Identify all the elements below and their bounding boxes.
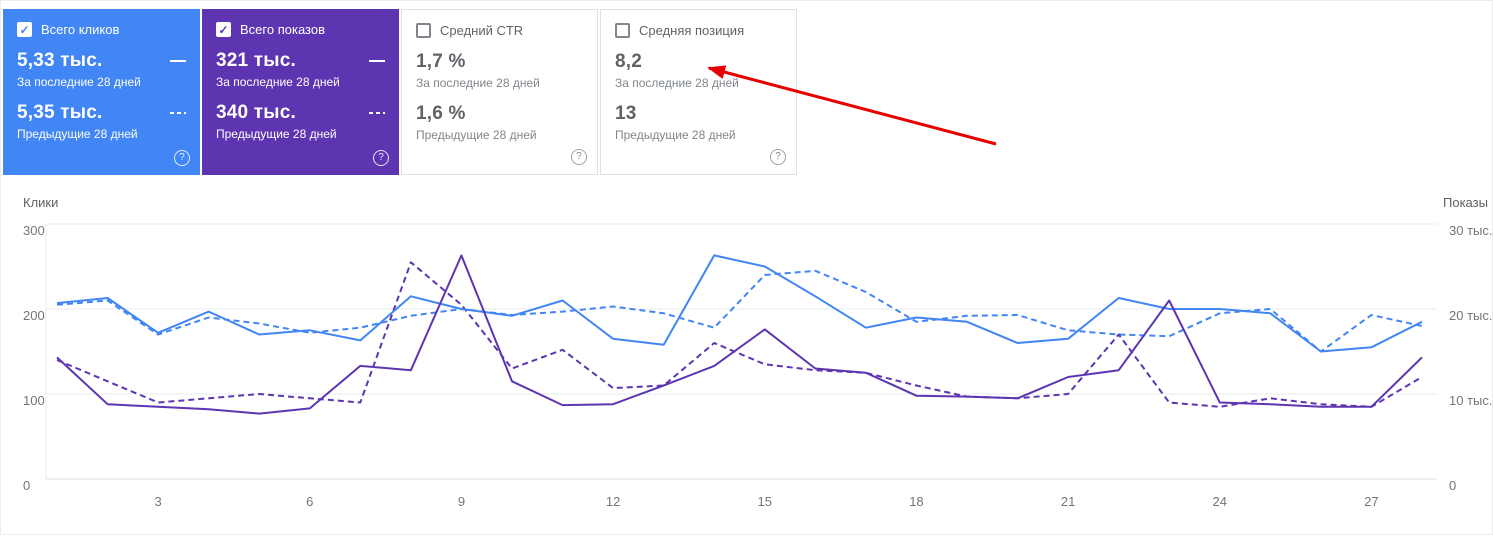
checkbox-total-impressions[interactable]: ✓ — [216, 22, 231, 37]
current-caption: За последние 28 дней — [615, 76, 739, 90]
checkmark-icon: ✓ — [218, 22, 229, 37]
checkbox-average-ctr[interactable] — [416, 23, 431, 38]
svg-text:300: 300 — [23, 223, 45, 238]
svg-text:12: 12 — [606, 494, 620, 509]
svg-text:30 тыс.: 30 тыс. — [1449, 223, 1492, 238]
svg-text:20 тыс.: 20 тыс. — [1449, 308, 1492, 323]
card-label: Всего кликов — [41, 22, 120, 37]
checkmark-icon: ✓ — [19, 22, 30, 37]
dashed-line-swatch-icon — [170, 112, 186, 114]
current-value: 8,2 — [615, 51, 643, 72]
svg-text:3: 3 — [154, 494, 161, 509]
previous-caption: Предыдущие 28 дней — [615, 128, 736, 142]
svg-text:Показы: Показы — [1443, 195, 1488, 210]
current-caption: За последние 28 дней — [216, 75, 340, 89]
help-icon[interactable]: ? — [770, 149, 786, 165]
svg-text:21: 21 — [1061, 494, 1075, 509]
checkbox-average-position[interactable] — [615, 23, 630, 38]
svg-text:24: 24 — [1213, 494, 1227, 509]
previous-caption: Предыдущие 28 дней — [216, 127, 337, 141]
previous-caption: Предыдущие 28 дней — [17, 127, 138, 141]
svg-text:100: 100 — [23, 393, 45, 408]
previous-value: 13 — [615, 103, 637, 124]
performance-chart[interactable]: 0 0 100 10 тыс. 200 20 тыс. 300 30 тыс. Клики Пок… — [1, 194, 1493, 534]
svg-text:200: 200 — [23, 308, 45, 323]
svg-text:27: 27 — [1364, 494, 1378, 509]
help-icon[interactable]: ? — [373, 150, 389, 166]
svg-text:0: 0 — [23, 478, 30, 493]
card-label: Средняя позиция — [639, 23, 745, 38]
card-label: Всего показов — [240, 22, 325, 37]
current-value: 321 тыс. — [216, 50, 296, 71]
svg-text:0: 0 — [1449, 478, 1456, 493]
svg-text:Клики: Клики — [23, 195, 58, 210]
previous-value: 340 тыс. — [216, 102, 296, 123]
svg-text:10 тыс.: 10 тыс. — [1449, 393, 1492, 408]
current-caption: За последние 28 дней — [416, 76, 540, 90]
svg-text:15: 15 — [758, 494, 772, 509]
help-icon[interactable]: ? — [571, 149, 587, 165]
svg-text:6: 6 — [306, 494, 313, 509]
checkbox-total-clicks[interactable]: ✓ — [17, 22, 32, 37]
current-value: 5,33 тыс. — [17, 50, 103, 71]
previous-value: 5,35 тыс. — [17, 102, 103, 123]
card-total-clicks[interactable]: ✓ Всего кликов 5,33 тыс. За последние 28… — [3, 9, 200, 175]
metric-cards: ✓ Всего кликов 5,33 тыс. За последние 28… — [3, 9, 797, 175]
svg-text:18: 18 — [909, 494, 923, 509]
solid-line-swatch-icon — [369, 60, 385, 62]
previous-value: 1,6 % — [416, 103, 466, 124]
current-value: 1,7 % — [416, 51, 466, 72]
card-average-position[interactable]: Средняя позиция 8,2 За последние 28 дней… — [600, 9, 797, 175]
card-average-ctr[interactable]: Средний CTR 1,7 % За последние 28 дней 1… — [401, 9, 598, 175]
dashed-line-swatch-icon — [369, 112, 385, 114]
previous-caption: Предыдущие 28 дней — [416, 128, 537, 142]
card-label: Средний CTR — [440, 23, 524, 38]
svg-text:9: 9 — [458, 494, 465, 509]
card-total-impressions[interactable]: ✓ Всего показов 321 тыс. За последние 28… — [202, 9, 399, 175]
solid-line-swatch-icon — [170, 60, 186, 62]
help-icon[interactable]: ? — [174, 150, 190, 166]
current-caption: За последние 28 дней — [17, 75, 141, 89]
performance-chart-canvas[interactable]: 0 0 100 10 тыс. 200 20 тыс. 300 30 тыс. Клики Пок… — [1, 194, 1493, 534]
